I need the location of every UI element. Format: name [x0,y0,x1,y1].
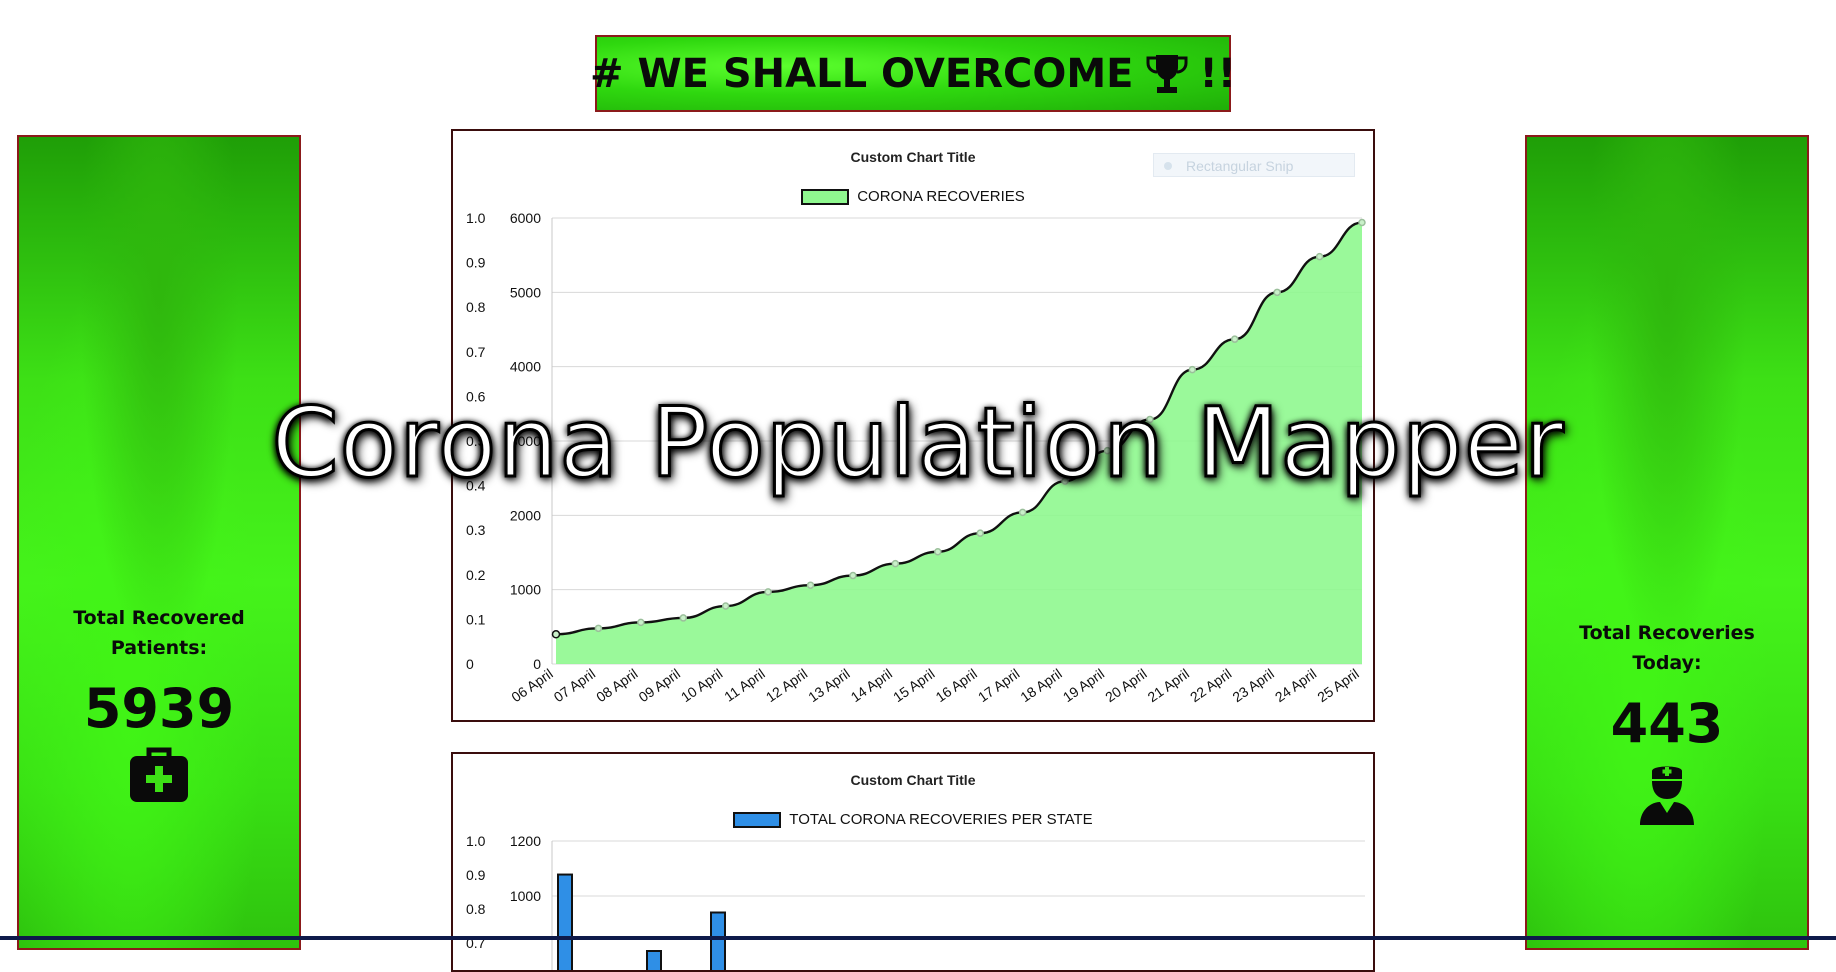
chart1-point [551,630,561,639]
chart1-legend-swatch [801,188,850,205]
chart2-bar [710,911,726,970]
chart1-x-tick: 14 April [848,665,895,705]
chart1-x-tick: 11 April [721,665,768,704]
chart1-x-tick: 16 April [932,665,979,705]
banner-text: # WE SHALL OVERCOME [590,50,1134,97]
chart2-legend-swatch [733,811,782,828]
chart1-point [721,602,730,610]
chart1-point [594,624,603,633]
chart1-x-tick: 09 April [636,665,683,705]
chart2-legend-label: TOTAL CORONA RECOVERIES PER STATE [789,811,1093,828]
chart1-legend-label: CORONA RECOVERIES [857,188,1025,205]
chart1-x-tick: 19 April [1060,665,1107,705]
chart1-x-tick: 08 April [593,665,640,705]
total-recovered-value: 5939 [83,677,235,740]
chart1-x-tick: 06 April [508,665,555,705]
chart1-y2-tick: 0.3 [466,522,486,538]
chart1-point [1358,218,1366,227]
chart1-x-tick: 13 April [805,665,852,705]
app-title-overlay: Corona Population Mapper [270,387,1565,500]
recoveries-today-card: Total Recoveries Today: 443 [1525,135,1809,950]
chart1-x-tick: 20 April [1102,665,1149,705]
chart1-y-tick: 4000 [510,359,541,375]
chart1-y-tick: 1000 [510,582,541,598]
chart1-y2-tick: 0.9 [466,255,486,271]
snip-icon [1164,162,1172,170]
chart1-point [849,571,857,580]
chart1-point [891,559,900,568]
chart1-y2-tick: 1.0 [466,210,486,226]
chart1-point [1103,446,1112,455]
chart1-point [1061,477,1069,485]
medical-kit-icon [128,746,190,808]
chart2-y2-tick: 0.8 [466,901,486,917]
chart1-y-tick: 3000 [510,433,541,449]
recoveries-today-value: 443 [1610,692,1724,755]
chart1-x-tick: 07 April [551,665,598,705]
chart1-x-tick: 23 April [1229,665,1276,705]
chart1-point [1146,415,1154,424]
chart1-y2-tick: 0.4 [466,478,486,494]
chart2-y2-tick: 1.0 [466,833,486,849]
chart1-y2-tick: 0.7 [466,344,486,360]
chart2-title: Custom Chart Title [850,772,976,788]
chart2-y-tick: 1200 [510,833,541,849]
chart1-y2-tick: 0.6 [466,388,486,404]
recoveries-today-label: Total Recoveries Today: [1579,622,1755,674]
recoveries-line-chart: Custom Chart Title CORONA RECOVERIES Rec… [451,129,1375,722]
chart2-legend[interactable]: TOTAL CORONA RECOVERIES PER STATE [453,811,1373,828]
state-bar-chart: Custom Chart Title TOTAL CORONA RECOVERI… [451,752,1375,972]
chart1-area [556,222,1362,664]
chart1-x-tick: 21 April [1145,665,1192,705]
banner-suffix: !! [1199,50,1236,97]
chart1-x-tick: 15 April [890,665,937,705]
total-recovered-card: Total Recovered Patients: 5939 [17,135,301,950]
chart1-x-tick: 17 April [975,665,1022,705]
chart1-point [934,548,942,556]
chart1-y-tick: 5000 [510,284,541,300]
chart1-y-tick: 2000 [510,507,541,523]
slogan-banner: # WE SHALL OVERCOME !! [590,35,1236,112]
chart1-point [1273,288,1281,297]
snip-tooltip-label: Rectangular Snip [1186,158,1294,174]
chart1-point [764,588,772,596]
chart1-plot: 0 1000 2000 3000 4000 5000 6000 1.0 0.9 0.8 0.7 0.6… [466,210,1366,705]
chart1-point [1188,365,1197,374]
chart1-point [1315,252,1324,261]
chart2-y-tick: 1000 [510,888,541,904]
trophy-icon [1146,54,1187,93]
chart1-x-tick: 18 April [1017,665,1064,705]
chart2-y2-tick: 0.9 [466,867,486,883]
chart1-point [1018,508,1027,517]
chart1-y2-tick: 0 [466,656,474,672]
chart1-y2-tick: 0.8 [466,299,486,315]
taskbar-edge [0,936,1836,940]
nurse-icon [1638,761,1696,829]
chart1-x-tick: 12 April [763,665,810,705]
chart1-legend[interactable]: CORONA RECOVERIES [453,188,1373,205]
chart1-x-tick: 22 April [1187,665,1234,705]
chart1-point [637,618,645,627]
snip-tooltip[interactable]: Rectangular Snip [1153,153,1355,177]
chart2-bar [646,950,662,970]
chart1-x-tick: 25 April [1314,665,1361,705]
chart1-x-tick: 24 April [1272,665,1319,705]
chart1-point [806,581,815,589]
chart1-x-tick: 10 April [678,665,725,705]
chart1-title: Custom Chart Title [850,149,976,165]
chart1-y-tick: 0 [533,656,541,672]
chart2-bar [557,873,573,970]
chart1-y2-tick: 0.5 [466,433,486,449]
chart1-y2-tick: 0.1 [466,611,486,627]
chart1-y2-tick: 0.2 [466,567,486,583]
chart1-point [679,614,688,622]
chart1-point [976,529,984,537]
total-recovered-label: Total Recovered Patients: [73,607,245,659]
chart1-point [1230,335,1239,343]
chart1-y-tick: 6000 [510,210,541,226]
